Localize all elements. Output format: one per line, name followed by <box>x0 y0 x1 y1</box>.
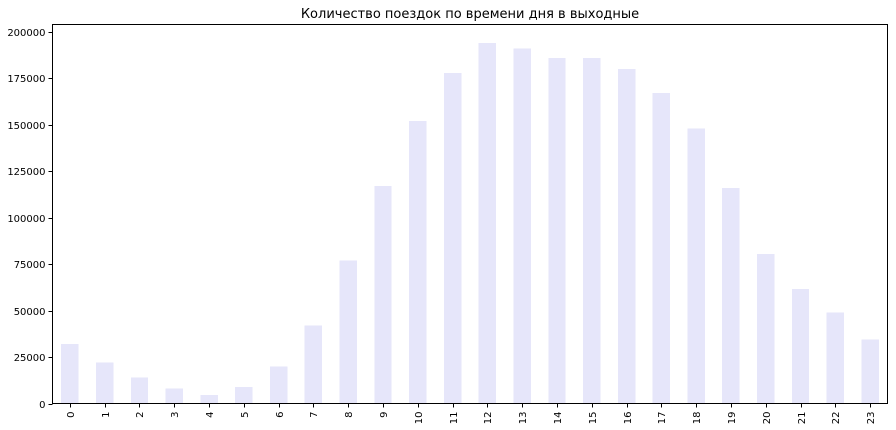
chart-title: Количество поездок по времени дня в выхо… <box>301 7 639 22</box>
x-tick-label: 2 <box>135 412 146 418</box>
x-tick-label: 11 <box>449 412 460 425</box>
bar-12 <box>478 43 497 404</box>
y-tick-label: 150000 <box>7 121 45 132</box>
bar-6 <box>269 366 288 404</box>
bar-15 <box>583 57 601 404</box>
x-tick-label: 19 <box>727 412 738 425</box>
bar-7 <box>304 325 323 404</box>
x-tick-label: 12 <box>483 412 494 425</box>
y-tick-label: 25000 <box>14 353 46 364</box>
x-tick-label: 7 <box>309 412 320 418</box>
bar-10 <box>409 121 427 404</box>
y-tick-label: 175000 <box>7 74 45 85</box>
y-tick-label: 50000 <box>14 307 46 318</box>
x-tick-label: 14 <box>553 412 564 425</box>
x-tick-label: 17 <box>657 412 668 425</box>
bar-22 <box>826 312 845 404</box>
x-tick-label: 9 <box>379 412 390 418</box>
y-axis: 0 25000 50000 75000 100000 125000 150000 175000… <box>7 28 53 411</box>
bar-16 <box>617 69 636 404</box>
x-tick-label: 0 <box>66 412 77 418</box>
x-axis: 0 1 2 3 4 5 6 7 8 9 10 11 12 13 14 15 16 17 18 19 20 21 22 23 <box>66 403 877 425</box>
bar-0 <box>61 344 79 404</box>
bar-11 <box>443 72 462 404</box>
y-tick-label: 125000 <box>7 167 45 178</box>
bar-8 <box>339 260 357 404</box>
plot-frame <box>52 24 888 404</box>
bars-group <box>61 43 879 404</box>
x-tick-label: 8 <box>344 412 355 418</box>
bar-13 <box>513 48 531 404</box>
bar-14 <box>548 57 566 404</box>
bar-21 <box>791 289 810 404</box>
x-tick-label: 3 <box>170 412 181 418</box>
bar-9 <box>374 186 392 404</box>
x-tick-label: 4 <box>205 412 216 418</box>
x-tick-label: 18 <box>692 412 703 425</box>
x-tick-label: 1 <box>101 412 112 418</box>
bar-17 <box>652 93 671 404</box>
x-tick-label: 13 <box>518 412 529 425</box>
x-tick-label: 20 <box>762 412 773 425</box>
bar-19 <box>722 187 740 404</box>
bar-23 <box>861 339 879 404</box>
x-tick-label: 6 <box>275 412 286 418</box>
bar-20 <box>757 253 775 404</box>
x-tick-label: 23 <box>866 412 877 425</box>
x-tick-label: 16 <box>623 412 634 425</box>
y-tick-label: 0 <box>39 400 45 411</box>
x-tick-label: 15 <box>588 412 599 425</box>
y-tick-label: 200000 <box>7 28 45 39</box>
bar-4 <box>200 395 218 404</box>
x-tick-label: 5 <box>240 412 251 418</box>
plot-area: 0 25000 50000 75000 100000 125000 150000 175000… <box>7 24 888 425</box>
bar-3 <box>165 388 183 404</box>
x-tick-label: 10 <box>414 412 425 425</box>
y-tick-label: 75000 <box>14 260 46 271</box>
bar-18 <box>687 128 705 404</box>
x-tick-label: 22 <box>831 412 842 425</box>
bar-5 <box>235 386 253 404</box>
y-tick-label: 100000 <box>7 214 45 225</box>
x-tick-label: 21 <box>797 412 808 425</box>
bar-2 <box>130 377 149 404</box>
bar-1 <box>95 362 114 404</box>
